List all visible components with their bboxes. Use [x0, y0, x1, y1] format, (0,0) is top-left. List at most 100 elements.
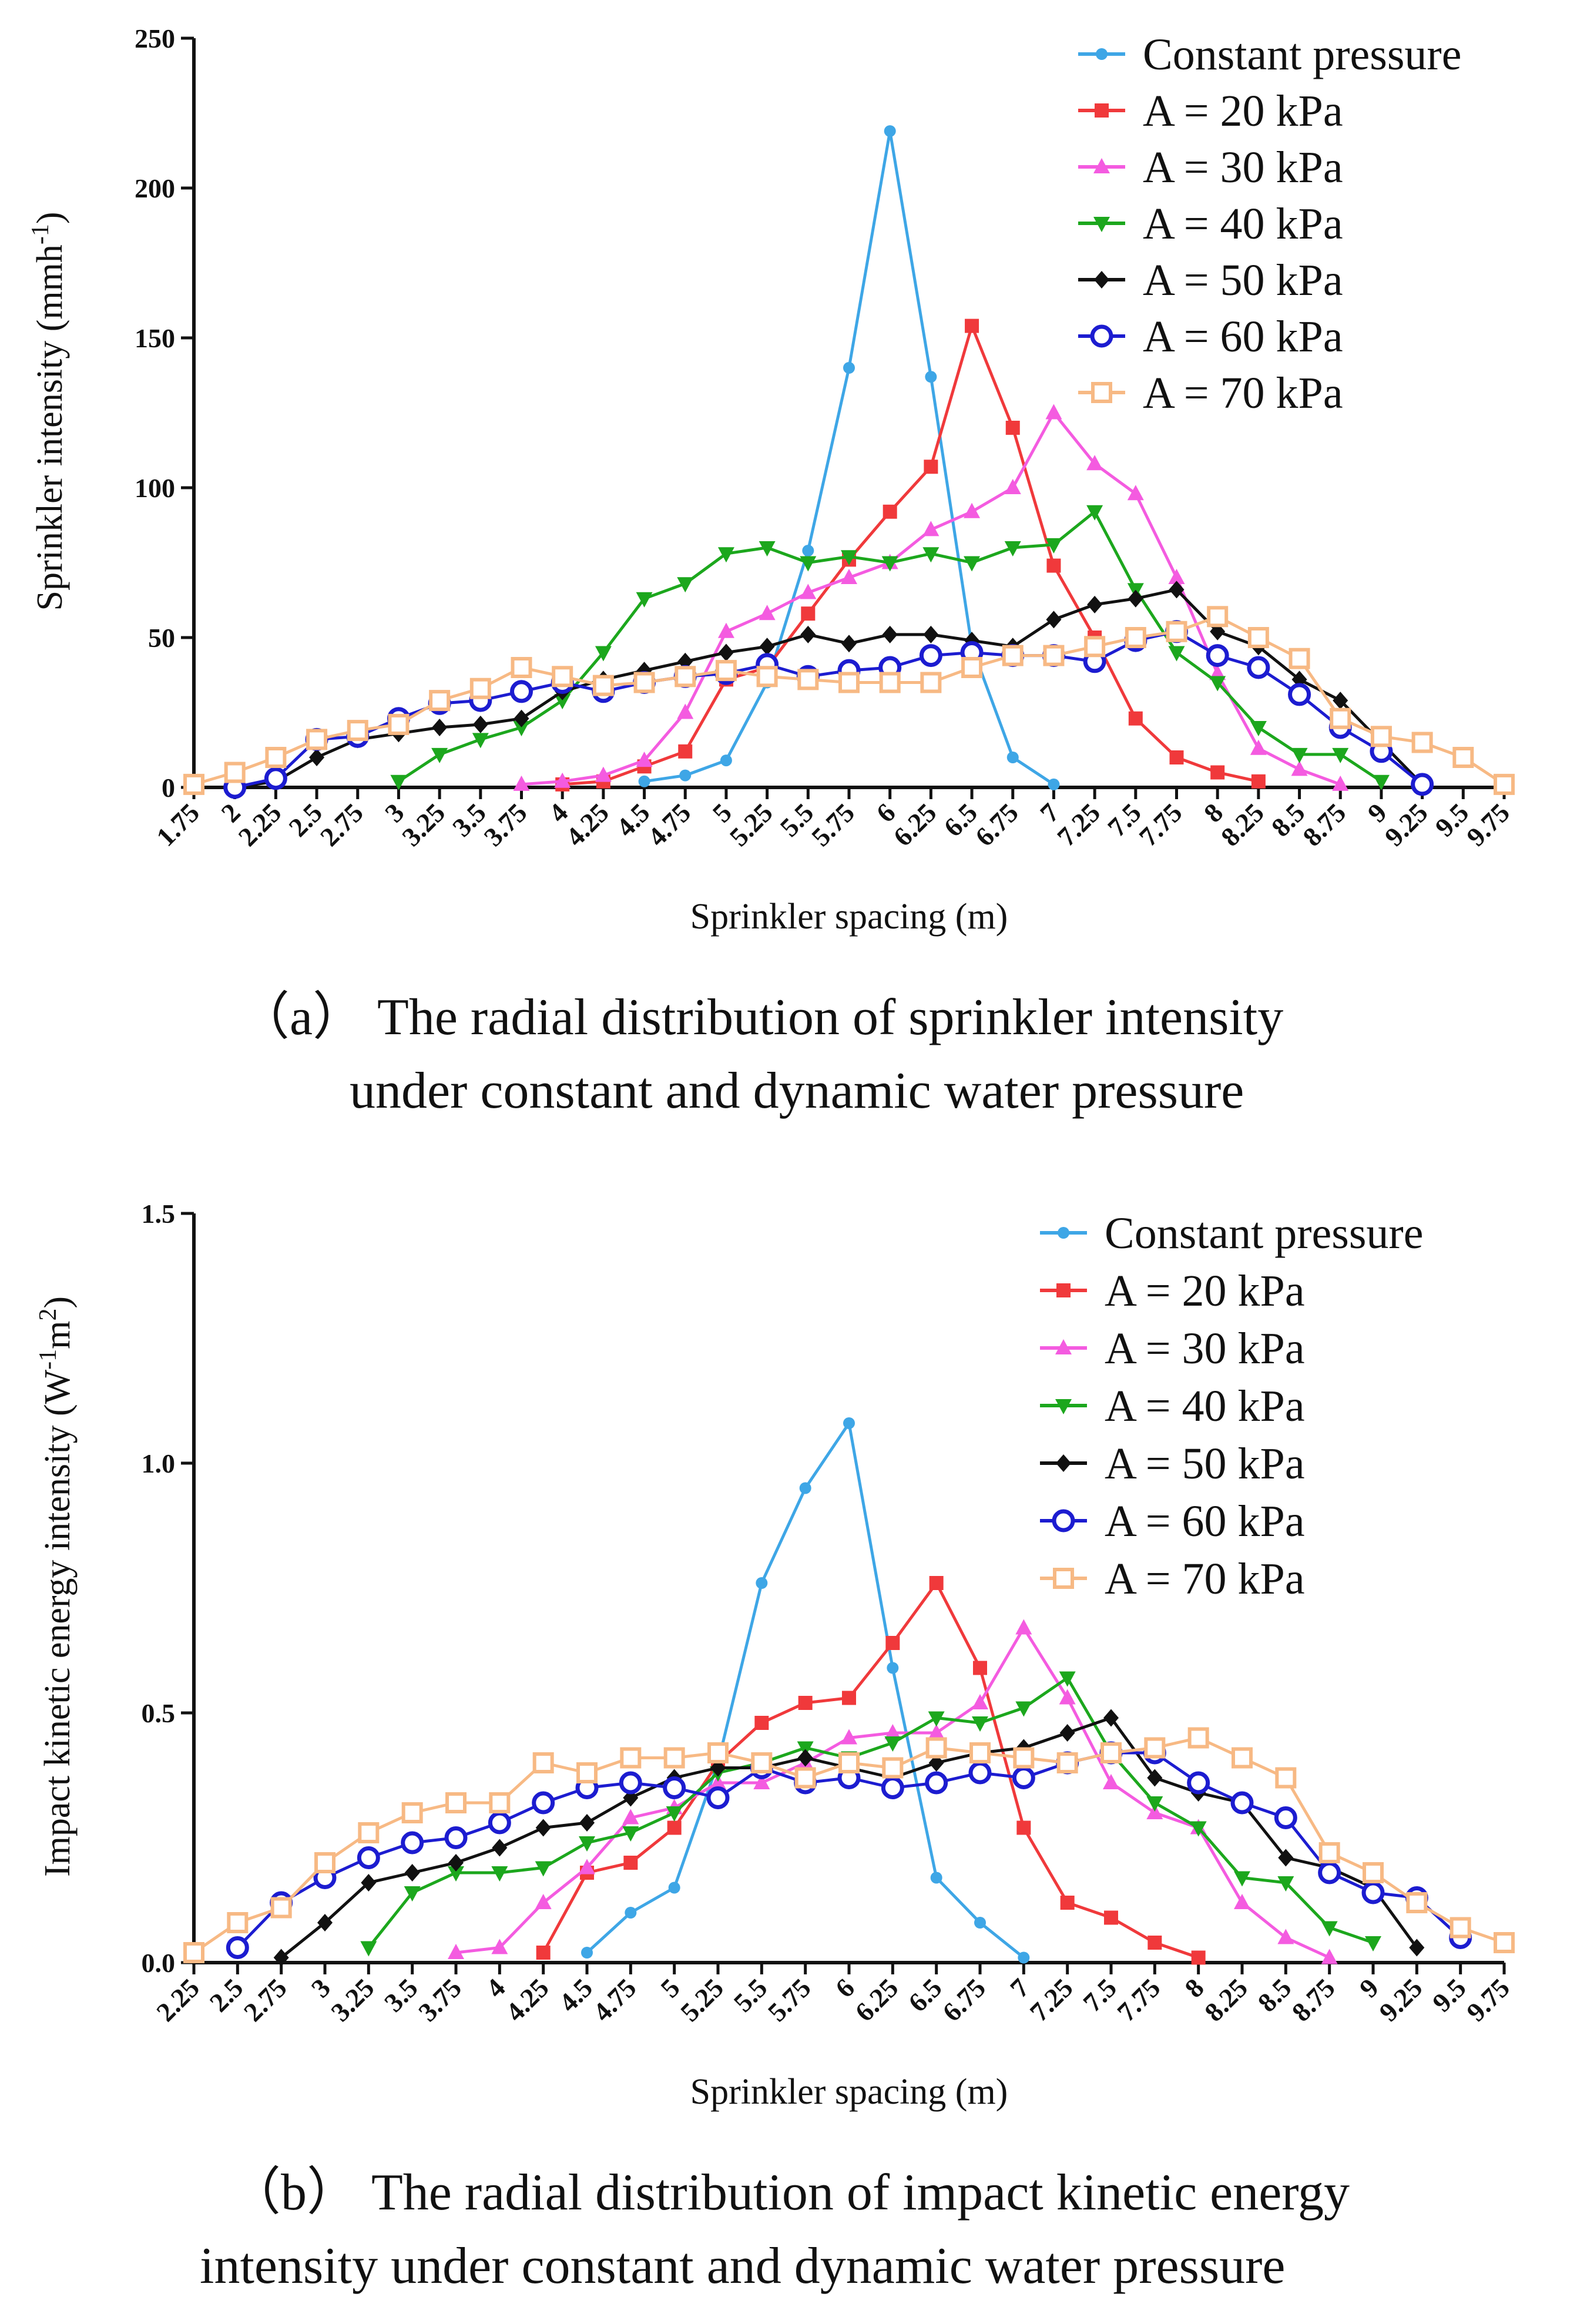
chart-b-data-point [756, 1577, 768, 1589]
chart-b-data-point [841, 1729, 857, 1745]
chart-a-legend-marker [1091, 382, 1112, 403]
chart-a-data-point [306, 729, 328, 750]
chart-a-data-point [1086, 505, 1103, 521]
chart-a-data-point [922, 547, 940, 563]
chart-b-data-point [799, 1482, 811, 1494]
chart-a-legend-marker [1093, 217, 1110, 232]
chart-b-x-tick-label: 8 [1179, 1973, 1209, 2003]
chart-a-data-point [919, 644, 942, 668]
chart-b-data-point [1234, 1871, 1250, 1887]
chart-a-x-tick-label: 9.25 [1379, 797, 1434, 852]
chart-a-data-point [675, 666, 696, 688]
chart-a-data-point [554, 772, 571, 788]
chart-b-data-point [1277, 1876, 1294, 1892]
chart-b-data-point [1230, 1791, 1254, 1815]
chart-a-data-point [224, 762, 246, 783]
chart-b-data-point [885, 1636, 900, 1650]
chart-a-data-point [1004, 479, 1021, 494]
chart-a-data-point [841, 550, 857, 566]
chart-b-data-point [226, 1936, 249, 1959]
chart-b-data-point [492, 1839, 508, 1857]
chart-b-data-point [491, 1939, 508, 1954]
chart-a-series-line [234, 630, 1424, 789]
chart-a-data-point [1250, 739, 1267, 755]
chart-a-data-point [552, 666, 573, 688]
chart-b-series-2 [448, 1619, 1338, 1964]
chart-b-data-point [667, 1820, 682, 1835]
chart-b-data-point [1103, 1709, 1119, 1727]
chart-a-series-6 [183, 606, 1515, 795]
chart-b-data-point [532, 1791, 555, 1815]
chart-b-data-point [925, 1771, 948, 1795]
chart-a-data-point [1333, 692, 1348, 710]
chart-b-data-point [1146, 1796, 1163, 1812]
chart-a-x-tick-label: 3.25 [396, 797, 451, 852]
chart-a-x-axis-label: Sprinkler spacing (m) [690, 897, 1008, 937]
chart-a-data-point [718, 643, 734, 662]
chart-a-x-tick-label: 7.75 [1133, 797, 1188, 852]
chart-b-series-line [367, 1676, 1374, 1949]
chart-a-x-tick-label: 5.25 [724, 797, 779, 852]
chart-b-data-point [357, 1846, 380, 1869]
chart-a-legend-label: A = 60 kPa [1143, 312, 1343, 361]
chart-b-data-point [968, 1761, 992, 1785]
chart-a-data-point [1330, 707, 1351, 729]
chart-a-y-tick-label: 50 [148, 623, 175, 653]
chart-b-data-point [404, 1886, 421, 1902]
chart-b-data-point [928, 1711, 945, 1727]
chart-a-data-point [636, 752, 653, 767]
chart-a-data-point [1168, 569, 1185, 584]
chart-b-x-tick-label: 9.25 [1373, 1973, 1428, 2027]
chart-a-data-point [472, 715, 488, 733]
chart-a-data-point [513, 775, 530, 791]
chart-b-data-point [1321, 1949, 1338, 1964]
chart-a-data-point [964, 502, 981, 518]
chart-b-caption-line-2: intensity under constant and dynamic wat… [200, 2238, 1285, 2295]
chart-b-x-tick-label: 7.25 [1024, 1973, 1079, 2027]
chart-b-data-point [361, 1874, 377, 1892]
chart-b-data-point [842, 1691, 856, 1705]
chart-b-data-point [974, 1917, 986, 1929]
chart-a-data-point [715, 660, 737, 682]
chart-a-y-tick-label: 0 [162, 773, 175, 803]
chart-a-data-point [841, 569, 857, 584]
chart-a-legend-marker [1095, 103, 1109, 118]
chart-a-data-point [638, 775, 650, 787]
chart-a-data-point [801, 606, 816, 621]
chart-b-data-point [1278, 1849, 1294, 1867]
chart-b-y-tick-label: 0.5 [142, 1698, 176, 1728]
chart-b-legend-marker [1052, 1509, 1075, 1532]
chart-a-data-point [1048, 778, 1060, 790]
chart-b-data-point [838, 1752, 860, 1773]
chart-a-data-point [431, 747, 448, 763]
chart-b-data-point [448, 1944, 464, 1959]
chart-b-series-line [542, 1581, 1199, 1959]
chart-b-data-point [1274, 1806, 1297, 1829]
chart-b-data-point [576, 1762, 598, 1783]
chart-a-data-point [592, 675, 614, 696]
chart-b-data-point [1450, 1917, 1471, 1939]
chart-b-x-tick-label: 6 [830, 1973, 860, 2003]
chart-b-data-point [579, 1814, 595, 1832]
chart-b-x-tick-label: 8.25 [1199, 1973, 1253, 2027]
chart-b-data-point [579, 1836, 595, 1852]
chart-b-data-point [317, 1914, 333, 1931]
chart-a-data-point [961, 657, 983, 678]
chart-b-data-point [1059, 1671, 1076, 1687]
chart-b-data-point [404, 1864, 420, 1882]
chart-b-x-tick-label: 3.75 [412, 1973, 467, 2027]
chart-b-data-point [622, 1809, 639, 1825]
chart-a-data-point [924, 460, 938, 474]
chart-b-data-point [882, 1757, 904, 1779]
chart-b-data-point [1232, 1747, 1253, 1769]
chart-a-legend-label: A = 20 kPa [1143, 86, 1343, 136]
chart-b-data-point [929, 1576, 944, 1590]
chart-a-legend-marker [1093, 158, 1110, 173]
chart-b-data-point [1187, 1771, 1210, 1795]
chart-a-data-point [1004, 541, 1021, 556]
chart-a-x-tick-label: 4.75 [642, 797, 696, 852]
chart-b-data-point [623, 1856, 638, 1870]
chart-a-x-tick-label: 8.75 [1297, 797, 1351, 852]
chart-a-y-tick-label: 100 [135, 473, 175, 503]
chart-b-data-point [1363, 1862, 1384, 1883]
